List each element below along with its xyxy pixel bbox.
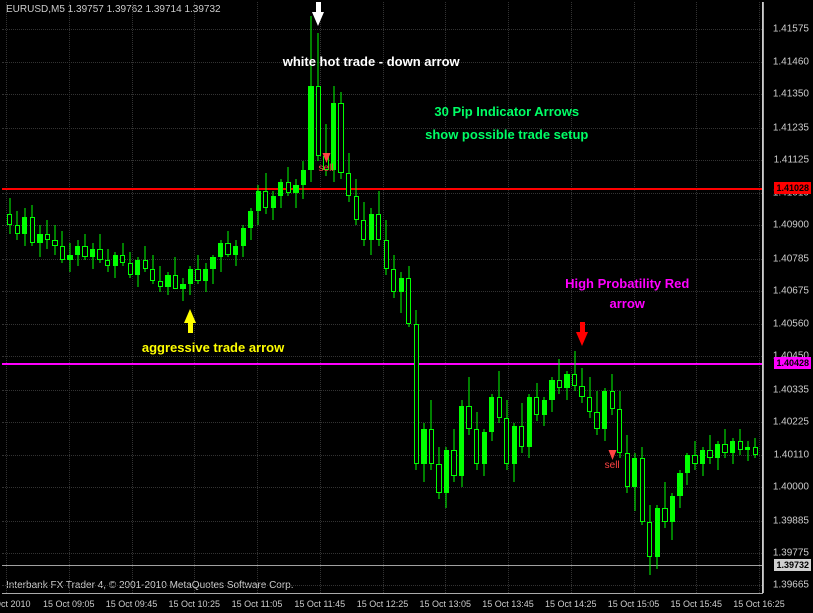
- x-tick-label: 15 Oct 2010: [0, 599, 31, 609]
- y-tick-label: 1.41125: [774, 154, 809, 165]
- y-tick-label: 1.41575: [773, 23, 809, 34]
- x-tick-label: 15 Oct 12:25: [357, 599, 409, 609]
- magenta-label-2[interactable]: arrow: [610, 296, 645, 311]
- x-tick-label: 15 Oct 13:05: [419, 599, 471, 609]
- price-level-tag: 1.40428: [774, 357, 811, 369]
- x-tick-label: 15 Oct 15:05: [608, 599, 660, 609]
- horizontal-level-line[interactable]: [2, 188, 762, 190]
- y-tick-label: 1.40335: [773, 384, 809, 395]
- chart-window: EURUSD,M5 1.39757 1.39762 1.39714 1.3973…: [0, 0, 813, 613]
- x-tick-label: 15 Oct 14:25: [545, 599, 597, 609]
- sell-signal-marker: sell: [319, 153, 334, 174]
- red-arrow-icon[interactable]: [576, 332, 588, 346]
- y-tick-label: 1.40560: [773, 319, 809, 330]
- y-tick-label: 1.40110: [774, 450, 809, 461]
- chart-plot-area[interactable]: EURUSD,M5 1.39757 1.39762 1.39714 1.3973…: [2, 2, 763, 593]
- x-tick-label: 15 Oct 11:05: [232, 599, 283, 609]
- green-label-2[interactable]: show possible trade setup: [425, 127, 588, 142]
- y-tick-label: 1.39775: [773, 547, 809, 558]
- white-arrow-icon[interactable]: [312, 12, 324, 26]
- time-axis: 15 Oct 2010 15 Oct 09:05 15 Oct 09:45 15 Oc…: [2, 593, 763, 611]
- yellow-label[interactable]: aggressive trade arrow: [142, 340, 284, 355]
- y-tick-label: 1.40675: [773, 285, 809, 296]
- green-label-1[interactable]: 30 Pip Indicator Arrows: [434, 104, 579, 119]
- x-tick-label: 15 Oct 15:45: [670, 599, 722, 609]
- symbol-ohlc-label: EURUSD,M5 1.39757 1.39762 1.39714 1.3973…: [6, 4, 221, 15]
- y-tick-label: 1.40000: [773, 482, 809, 493]
- y-tick-label: 1.39665: [773, 580, 809, 591]
- y-tick-label: 1.41350: [773, 89, 809, 100]
- y-tick-label: 1.40900: [773, 220, 809, 231]
- x-tick-label: 15 Oct 10:25: [168, 599, 220, 609]
- price-axis: 1.41575 1.41460 1.41350 1.41235 1.41125 1.410…: [763, 2, 811, 593]
- x-tick-label: 15 Oct 11:45: [294, 599, 345, 609]
- bid-price-tag: 1.39732: [774, 559, 811, 571]
- y-tick-label: 1.41460: [773, 57, 809, 68]
- white-label[interactable]: white hot trade - down arrow: [283, 54, 460, 69]
- x-tick-label: 15 Oct 16:25: [733, 599, 785, 609]
- y-tick-label: 1.39885: [773, 515, 809, 526]
- y-tick-label: 1.40785: [773, 253, 809, 264]
- bid-line: [2, 565, 762, 566]
- horizontal-level-line[interactable]: [2, 363, 762, 365]
- magenta-label-1[interactable]: High Probatility Red: [565, 276, 689, 291]
- price-level-tag: 1.41028: [774, 182, 811, 194]
- y-tick-label: 1.41235: [773, 122, 809, 133]
- x-tick-label: 15 Oct 09:05: [43, 599, 95, 609]
- x-tick-label: 15 Oct 09:45: [106, 599, 158, 609]
- yellow-arrow-icon[interactable]: [184, 309, 196, 323]
- x-tick-label: 15 Oct 13:45: [482, 599, 534, 609]
- sell-signal-marker: sell: [605, 450, 620, 471]
- y-tick-label: 1.40225: [773, 416, 809, 427]
